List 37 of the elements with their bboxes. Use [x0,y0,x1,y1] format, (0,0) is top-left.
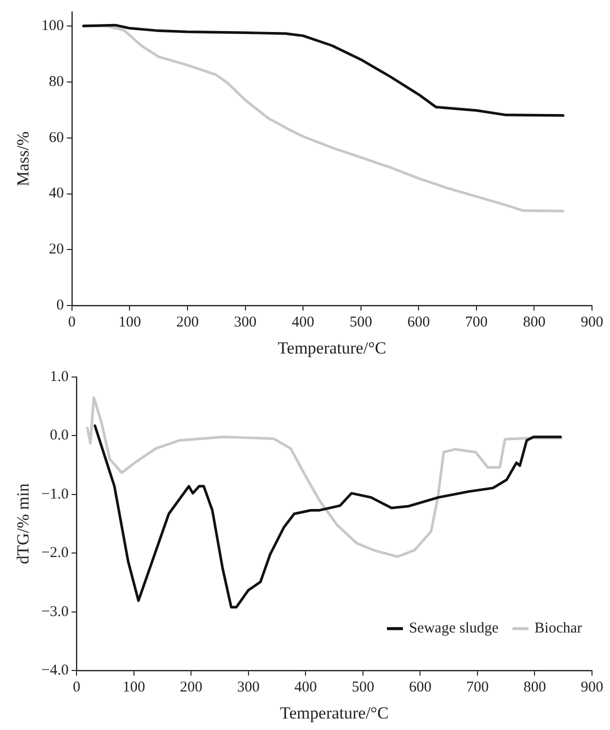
x-tick-label: 500 [350,314,372,331]
x-axis-title: Temperature/°C [278,338,386,358]
x-tick-label: 200 [180,680,202,696]
x-tick-label: 600 [407,314,430,331]
x-tick-label: 600 [408,680,432,696]
x-tick-label: 500 [352,680,374,696]
y-tick-label: 1.0 [50,368,69,385]
x-tick-label: 200 [176,314,199,331]
x-tick-label: 700 [465,314,488,331]
y-tick-label: 0 [56,298,64,314]
x-tick-label: 900 [580,314,604,331]
x-axis-title: Temperature/°C [280,703,389,722]
x-tick-label: 700 [466,680,489,696]
x-tick-label: 0 [72,680,80,696]
legend-label: Sewage sludge [408,620,499,637]
y-tick-label: −1.0 [41,486,69,502]
x-tick-label: 100 [118,314,141,331]
y-tick-label: −4.0 [41,662,69,679]
y-tick-label: 0.0 [50,428,69,444]
y-axis-title: Mass/% [14,131,33,186]
x-tick-label: 300 [234,314,257,331]
y-tick-label: 60 [48,130,64,146]
y-axis-title: dTG/% min [14,482,33,564]
y-tick-label: 40 [48,186,64,202]
x-tick-label: 800 [523,680,546,696]
x-tick-label: 300 [237,680,260,696]
x-tick-label: 400 [294,680,317,696]
y-tick-label: 80 [48,74,64,90]
x-tick-label: 100 [122,680,146,696]
y-tick-label: −3.0 [41,604,69,620]
x-tick-label: 900 [580,680,604,696]
y-tick-label: 20 [48,242,64,258]
x-tick-label: 800 [522,314,546,331]
x-tick-label: 400 [292,314,314,331]
y-tick-label: 100 [41,18,64,34]
legend-label: Biochar [534,620,582,637]
y-tick-label: −2.0 [41,545,69,562]
